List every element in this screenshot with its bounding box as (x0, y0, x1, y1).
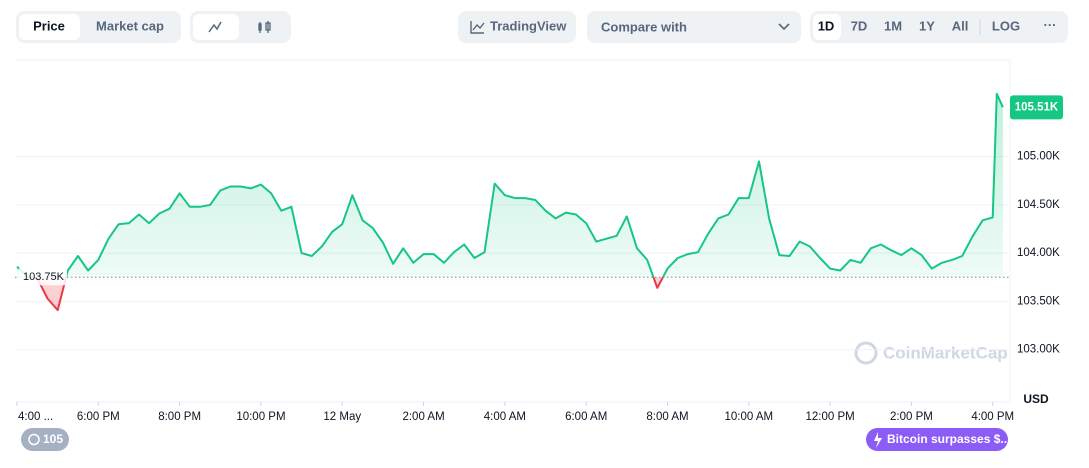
more-button[interactable]: ··· (1044, 17, 1057, 32)
x-tick-label: 4:00 AM (484, 411, 526, 423)
y-tick-label: 103.50K (1017, 295, 1060, 307)
x-tick-label: 2:00 PM (890, 411, 933, 423)
x-tick-label: 12 May (323, 411, 361, 423)
candle-icon[interactable] (258, 21, 271, 33)
compare-label[interactable]: Compare with (601, 19, 687, 34)
event-icon (28, 433, 40, 446)
toggle-price[interactable]: Price (33, 18, 65, 33)
range-group (810, 11, 1068, 43)
chevron (778, 23, 790, 31)
tradingview-label[interactable]: TradingView (490, 18, 567, 33)
x-tick-label: 4:00 ... (18, 411, 53, 423)
range-active[interactable] (813, 14, 841, 40)
x-tick-label: 8:00 AM (646, 411, 688, 423)
tradingview-icon (470, 21, 485, 34)
news-icon (874, 432, 882, 448)
toggle-market-cap[interactable]: Market cap (96, 18, 164, 33)
area-up (17, 93, 1003, 278)
y-tick-label: 105.00K (1017, 151, 1060, 163)
watermark-logo (854, 341, 878, 365)
event-badge[interactable] (21, 428, 69, 451)
x-tick-label: 2:00 AM (402, 411, 444, 423)
y-tick-label: 103.00K (1017, 344, 1060, 356)
current-price-box (1010, 95, 1063, 120)
y-tick-label: 104.50K (1017, 199, 1060, 211)
range-button[interactable]: 1M (884, 18, 902, 33)
range-button[interactable]: All (952, 18, 969, 33)
y-tick-label: 104.00K (1017, 247, 1060, 259)
x-tick-label: 6:00 AM (565, 411, 607, 423)
x-tick-label: 10:00 PM (236, 411, 285, 423)
line-icon (208, 21, 222, 33)
news-badge[interactable] (866, 428, 1008, 451)
y-unit: USD (1023, 392, 1049, 406)
current-price-label: 105.51K (1015, 101, 1059, 113)
watermark: CoinMarketCap (883, 343, 1008, 362)
compare-select[interactable] (587, 11, 801, 43)
x-tick-label: 12:00 PM (805, 411, 854, 423)
event-count[interactable]: 105 (43, 432, 63, 446)
range-button[interactable]: 7D (851, 18, 868, 33)
range-button[interactable]: 1D (818, 18, 835, 33)
tradingview-button[interactable] (458, 11, 576, 43)
price-line (16, 92, 1004, 278)
x-tick-label: 10:00 AM (725, 411, 774, 423)
x-tick-label: 8:00 PM (158, 411, 201, 423)
news-text[interactable]: Bitcoin surpasses $... (887, 432, 1010, 446)
x-tick-label: 6:00 PM (77, 411, 120, 423)
range-button[interactable]: LOG (992, 18, 1020, 33)
baseline-label: 103.75K (23, 271, 65, 283)
x-tick-label: 4:00 PM (971, 411, 1014, 423)
toggle-active[interactable] (19, 14, 80, 40)
baseline-label-bg (19, 268, 67, 286)
range-button[interactable]: 1Y (919, 18, 935, 33)
